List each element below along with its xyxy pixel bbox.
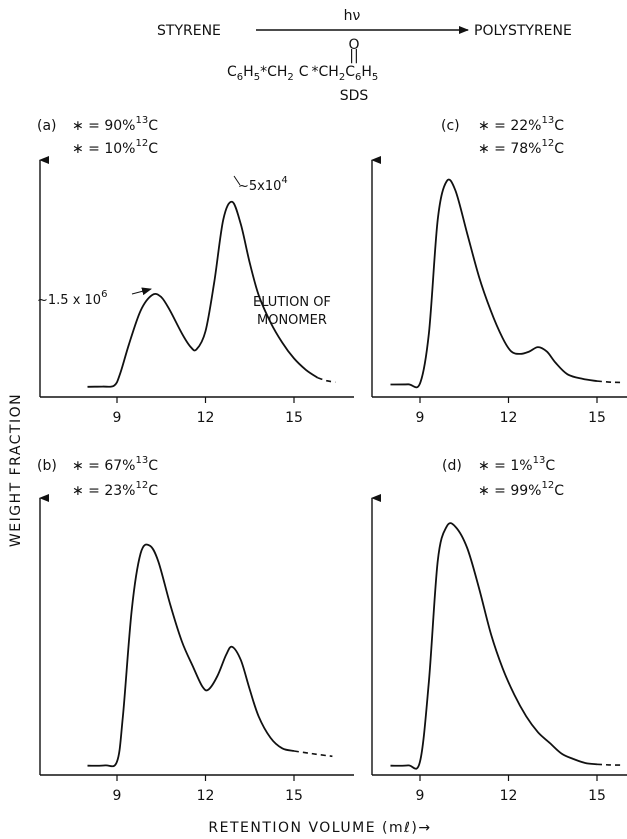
composition-13c: ∗ = 22%13C: [478, 115, 564, 134]
composition-13c: ∗ = 1%13C: [478, 455, 555, 474]
monomer-elution-dashed: [293, 750, 333, 758]
monomer-elution-dashed: [317, 376, 336, 383]
composition-12c: ∗ = 23%12C: [72, 480, 158, 499]
annotations-panel-a: ~1.5 x 106 ~5x104 ELUTION OF MONOMER: [37, 175, 331, 328]
x-tick-label: 12: [197, 788, 215, 804]
panel-tag: (d): [442, 458, 462, 474]
scheme-product: POLYSTYRENE: [474, 23, 572, 39]
x-tick-label: 15: [588, 410, 606, 426]
chromatogram-curve: [390, 178, 598, 389]
ketone-oxygen: O: [348, 37, 359, 53]
chart-panel-d: 9 12 15: [371, 494, 627, 804]
composition-13c: ∗ = 67%13C: [72, 455, 158, 474]
x-tick-label: 9: [416, 788, 425, 804]
x-tick-label: 9: [113, 410, 122, 426]
scheme-reactant: STYRENE: [157, 23, 221, 39]
x-tick-label: 9: [416, 410, 425, 426]
composition-12c: ∗ = 10%12C: [72, 138, 158, 157]
x-tick-label: 12: [500, 788, 518, 804]
sds-formula: C6H5*CH2 C *CH2C6H5: [227, 64, 378, 83]
peak-mw-low-label: ~5x104: [238, 175, 288, 194]
peak-mw-low-pointer: [233, 175, 241, 186]
panel-tag: (a): [37, 118, 57, 134]
composition-13c: ∗ = 90%13C: [72, 115, 158, 134]
composition-12c: ∗ = 99%12C: [478, 480, 564, 499]
y-axis-title: WEIGHT FRACTION: [8, 393, 24, 547]
chart-panel-a: 9 12 15: [39, 156, 354, 426]
peak-mw-high-pointer: [131, 287, 152, 296]
panel-tag: (b): [37, 458, 57, 474]
scheme-abbrev: SDS: [340, 88, 369, 104]
elution-label-line1: ELUTION OF: [253, 295, 331, 310]
x-tick-label: 12: [197, 410, 215, 426]
x-tick-label: 15: [588, 788, 606, 804]
monomer-elution-dashed: [596, 380, 624, 384]
x-tick-label: 15: [285, 410, 303, 426]
x-axis-title: RETENTION VOLUME (mℓ)→: [208, 820, 431, 836]
chromatogram-curve: [87, 543, 295, 768]
monomer-elution-dashed: [596, 763, 621, 766]
chart-panel-c: 9 12 15: [371, 156, 627, 426]
ketone-double-bond: ||: [349, 48, 358, 64]
panel-b-header: (b) ∗ = 67%13C ∗ = 23%12C: [37, 455, 158, 499]
x-tick-label: 15: [285, 788, 303, 804]
scheme-condition: hν: [344, 8, 361, 24]
panel-tag: (c): [441, 118, 460, 134]
reaction-scheme: STYRENE hν POLYSTYRENE O || C6H5*CH2 C *CH…: [157, 8, 572, 104]
chromatogram-curve: [87, 200, 319, 388]
chart-panel-b: 9 12 15: [39, 494, 354, 804]
x-tick-label: 12: [500, 410, 518, 426]
panel-a-header: (a) ∗ = 90%13C ∗ = 10%12C: [37, 115, 158, 157]
peak-mw-high-label: ~1.5 x 106: [37, 289, 107, 308]
panel-d-header: (d) ∗ = 1%13C ∗ = 99%12C: [442, 455, 564, 499]
panel-c-header: (c) ∗ = 22%13C ∗ = 78%12C: [441, 115, 564, 157]
composition-12c: ∗ = 78%12C: [478, 138, 564, 157]
elution-label-line2: MONOMER: [257, 313, 327, 328]
x-tick-label: 9: [113, 788, 122, 804]
chromatogram-curve: [390, 522, 598, 770]
